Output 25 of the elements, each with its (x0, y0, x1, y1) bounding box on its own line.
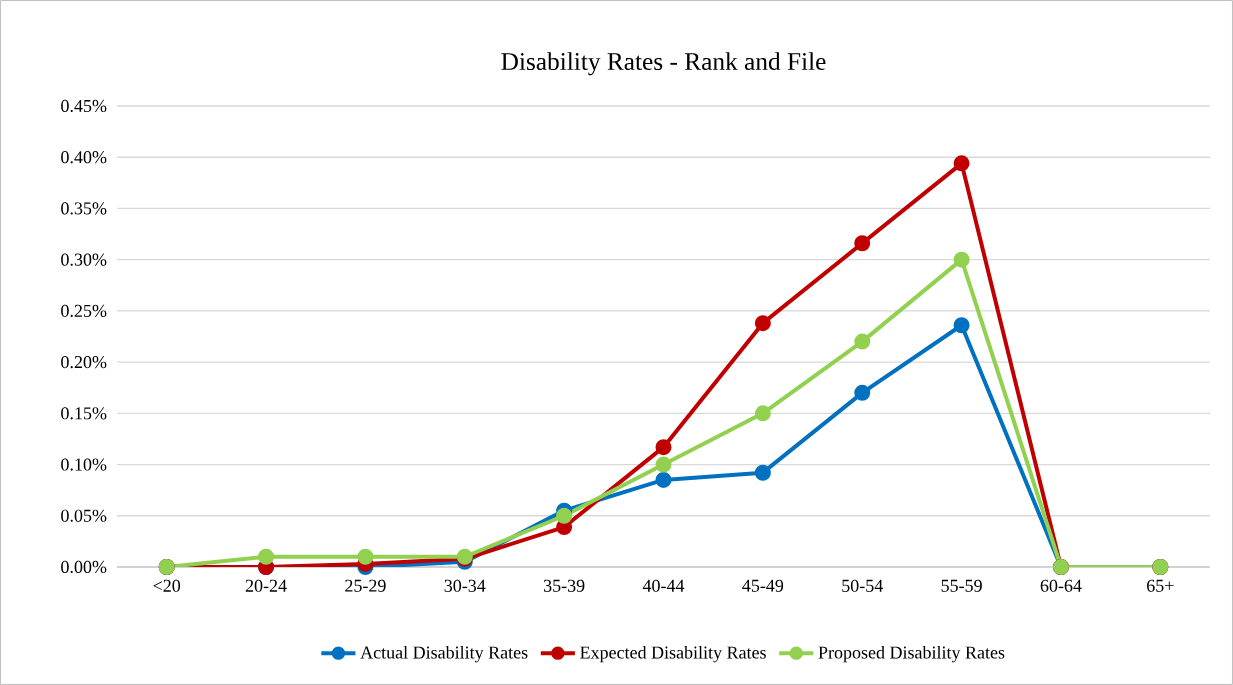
y-tick-label: 0.30% (61, 253, 107, 266)
chart-title: Disability Rates - Rank and File (501, 52, 826, 76)
x-tick-label: 55-59 (941, 579, 982, 592)
y-tick-label: 0.40% (61, 151, 107, 164)
x-tick-label: 40-44 (642, 579, 685, 592)
x-tick-label: 60-64 (1040, 579, 1082, 592)
y-tick-label: 0.00% (61, 560, 107, 574)
y-tick-label: 0.45% (61, 99, 107, 113)
legend-label: Actual Disability Rates (360, 645, 528, 663)
y-tick-label: 0.10% (61, 458, 107, 471)
x-tick-label: <20 (153, 579, 181, 592)
x-tick-label: 50-54 (842, 579, 883, 592)
x-tick-label: 45-49 (742, 579, 784, 592)
legend-label: Expected Disability Rates (580, 645, 766, 663)
x-tick-label: 20-24 (245, 579, 287, 592)
legend-label: Proposed Disability Rates (818, 645, 1005, 663)
y-tick-label: 0.20% (61, 355, 107, 369)
x-tick-label: 65+ (1147, 579, 1174, 592)
y-tick-label: 0.15% (61, 407, 107, 420)
x-tick-label: 35-39 (544, 579, 585, 592)
x-tick-label: 30-34 (444, 579, 486, 592)
x-tick-label: 25-29 (345, 579, 386, 592)
y-tick-label: 0.25% (61, 304, 107, 317)
y-tick-label: 0.05% (61, 509, 107, 522)
y-tick-label: 0.35% (61, 202, 107, 215)
